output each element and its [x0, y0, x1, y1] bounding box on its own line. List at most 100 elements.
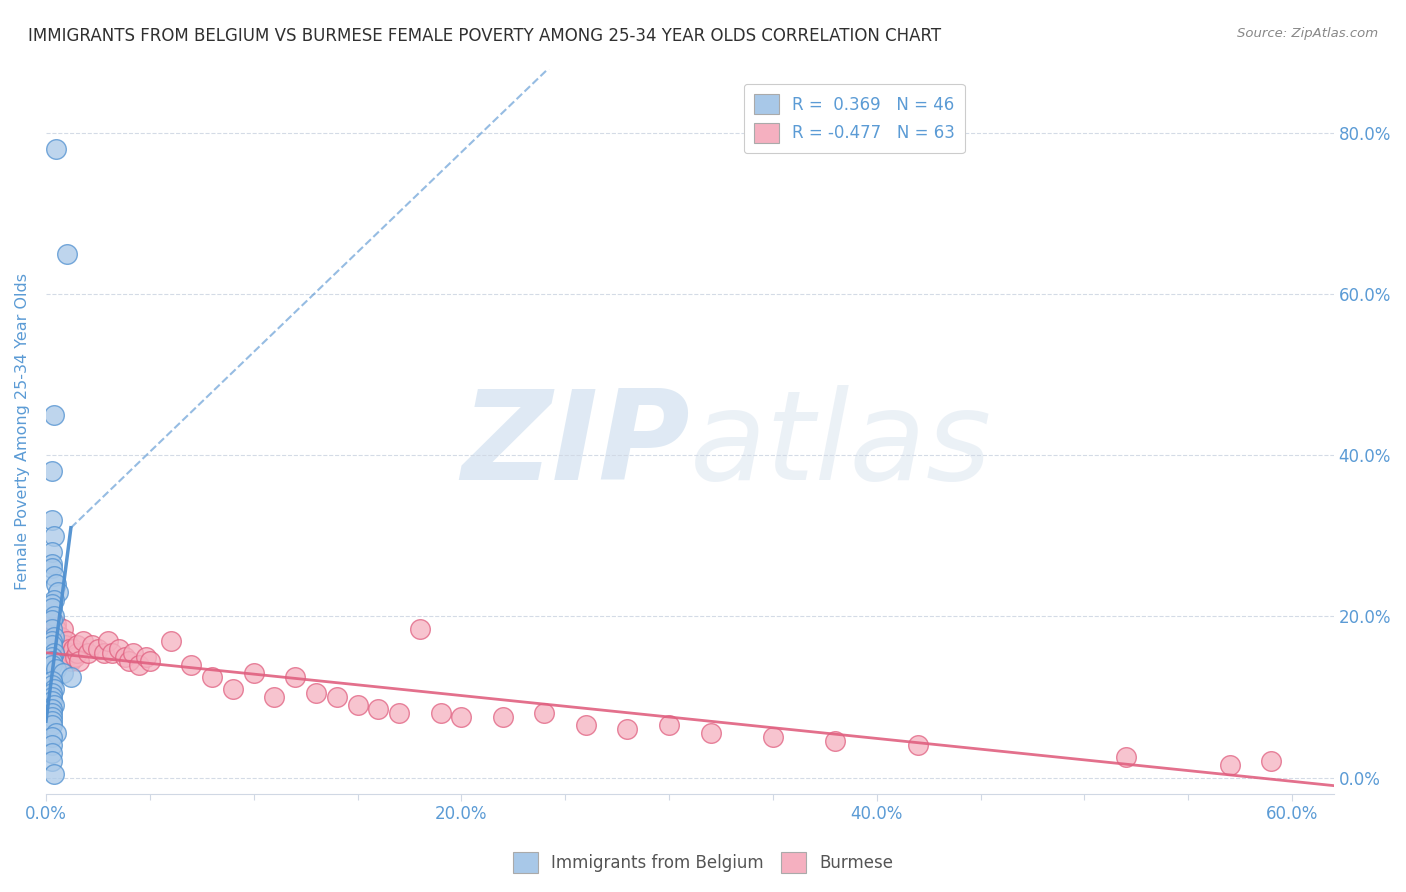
Point — [52, 665, 75, 680]
Legend: Immigrants from Belgium, Burmese: Immigrants from Belgium, Burmese — [506, 846, 900, 880]
Point — [44, 630, 66, 644]
Point — [44, 569, 66, 583]
Point — [409, 622, 432, 636]
Point — [284, 670, 307, 684]
Point — [93, 646, 115, 660]
Point — [41, 633, 63, 648]
Point — [76, 646, 98, 660]
Point — [48, 585, 70, 599]
Point — [58, 641, 80, 656]
Point — [41, 614, 63, 628]
Point — [41, 654, 63, 668]
Point — [41, 706, 63, 720]
Point — [63, 649, 86, 664]
Point — [41, 597, 63, 611]
Point — [699, 726, 721, 740]
Point — [52, 622, 75, 636]
Point — [616, 723, 638, 737]
Point — [44, 681, 66, 696]
Point — [59, 654, 82, 668]
Point — [41, 731, 63, 745]
Point — [1219, 758, 1241, 772]
Point — [39, 614, 62, 628]
Point — [45, 142, 67, 156]
Point — [80, 638, 103, 652]
Point — [41, 739, 63, 753]
Point — [55, 633, 77, 648]
Text: IMMIGRANTS FROM BELGIUM VS BURMESE FEMALE POVERTY AMONG 25-34 YEAR OLDS CORRELAT: IMMIGRANTS FROM BELGIUM VS BURMESE FEMAL… — [28, 27, 941, 45]
Point — [41, 545, 63, 559]
Point — [41, 625, 63, 640]
Point — [41, 690, 63, 704]
Point — [55, 247, 77, 261]
Point — [48, 638, 70, 652]
Point — [41, 649, 63, 664]
Point — [41, 557, 63, 571]
Point — [41, 678, 63, 692]
Point — [59, 646, 82, 660]
Point — [128, 657, 150, 672]
Point — [824, 734, 846, 748]
Point — [325, 690, 347, 704]
Point — [450, 710, 472, 724]
Point — [101, 646, 124, 660]
Point — [44, 529, 66, 543]
Text: ZIP: ZIP — [461, 385, 690, 506]
Point — [87, 641, 110, 656]
Point — [72, 633, 94, 648]
Point — [122, 646, 145, 660]
Point — [41, 622, 63, 636]
Point — [44, 630, 66, 644]
Point — [41, 718, 63, 732]
Point — [135, 649, 157, 664]
Point — [41, 747, 63, 761]
Point — [66, 646, 89, 660]
Point — [44, 646, 66, 660]
Point — [45, 622, 67, 636]
Point — [242, 665, 264, 680]
Point — [67, 654, 90, 668]
Point — [1260, 755, 1282, 769]
Point — [575, 718, 598, 732]
Point — [658, 718, 681, 732]
Point — [305, 686, 328, 700]
Point — [41, 702, 63, 716]
Point — [44, 593, 66, 607]
Point — [41, 561, 63, 575]
Point — [45, 726, 67, 740]
Point — [107, 641, 129, 656]
Point — [41, 694, 63, 708]
Point — [97, 633, 120, 648]
Point — [41, 686, 63, 700]
Point — [53, 638, 76, 652]
Point — [44, 609, 66, 624]
Point — [45, 617, 67, 632]
Point — [44, 766, 66, 780]
Point — [139, 654, 162, 668]
Point — [388, 706, 411, 720]
Text: atlas: atlas — [690, 385, 991, 506]
Point — [180, 657, 202, 672]
Point — [41, 657, 63, 672]
Point — [41, 710, 63, 724]
Point — [55, 649, 77, 664]
Point — [762, 731, 785, 745]
Point — [41, 601, 63, 615]
Point — [41, 638, 63, 652]
Point — [52, 646, 75, 660]
Point — [45, 577, 67, 591]
Point — [41, 513, 63, 527]
Point — [48, 630, 70, 644]
Point — [907, 739, 929, 753]
Point — [346, 698, 368, 712]
Point — [367, 702, 389, 716]
Point — [1115, 750, 1137, 764]
Point — [41, 673, 63, 688]
Point — [41, 755, 63, 769]
Point — [62, 641, 84, 656]
Point — [222, 681, 245, 696]
Point — [201, 670, 224, 684]
Point — [429, 706, 451, 720]
Point — [41, 464, 63, 478]
Point — [66, 638, 89, 652]
